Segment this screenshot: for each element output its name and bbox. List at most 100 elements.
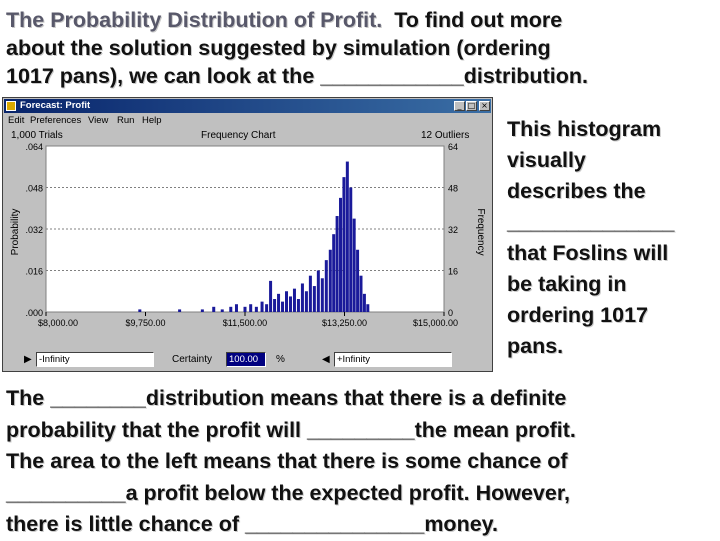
- histogram-bar: [243, 306, 247, 312]
- histogram-bar: [324, 260, 328, 312]
- histogram-bar: [234, 304, 238, 312]
- y-tick-label: .032: [25, 225, 43, 235]
- histogram-bar: [308, 275, 312, 312]
- intro-line-2: about the solution suggested by simulati…: [6, 36, 551, 60]
- intro-line-1-rest: To find out more: [382, 8, 563, 32]
- histogram-bar: [349, 187, 353, 312]
- x-tick-label: $11,500.00: [223, 318, 267, 328]
- histogram-bar: [292, 288, 296, 312]
- x-tick-label: $9,750.00: [125, 318, 165, 328]
- side-line: This histogram: [507, 117, 662, 141]
- bottom-line: __________a profit below the expected pr…: [6, 480, 570, 505]
- y2-tick-label: 0: [448, 308, 453, 318]
- histogram-bar: [356, 249, 360, 312]
- histogram-bar: [200, 309, 204, 312]
- histogram-bar: [285, 291, 289, 312]
- window-titlebar[interactable]: Forecast: Profit _ □ ×: [4, 99, 491, 113]
- close-button[interactable]: ×: [479, 101, 490, 111]
- bottom-line: The ________distribution means that ther…: [6, 386, 567, 410]
- y2-axis-ticks: 64 48 32 16 0: [448, 142, 458, 318]
- bottom-line: probability that the profit will _______…: [6, 417, 576, 442]
- y-axis-ticks: .064 .048 .032 .016 .000: [25, 142, 43, 318]
- histogram-bar: [277, 293, 281, 312]
- window-title: Forecast: Profit: [20, 100, 91, 111]
- side-line: visually: [507, 148, 586, 172]
- histogram-bar: [312, 286, 316, 312]
- certainty-bar: ▶ -Infinity Certainty 100.00 % ◀ +Infini…: [4, 350, 491, 371]
- menu-preferences[interactable]: Preferences: [30, 115, 82, 126]
- percent-label: %: [276, 354, 285, 365]
- side-line-blank: ______________: [507, 210, 675, 234]
- x-axis-ticks: $8,000.00 $9,750.00 $11,500.00 $13,250.00 $1…: [38, 312, 458, 328]
- x-tick-label: $15,000.00: [413, 318, 458, 328]
- minimize-button[interactable]: _: [454, 101, 465, 111]
- histogram-bar: [269, 280, 273, 312]
- slide-title: The Probability Distribution of Profit.: [6, 8, 383, 32]
- plot-area: [45, 145, 445, 313]
- side-line: that Foslins will: [507, 241, 669, 265]
- left-grabber-arrow-icon[interactable]: ▶: [24, 354, 32, 365]
- y2-tick-label: 32: [448, 225, 458, 235]
- menu-bar: Edit Preferences View Run Help: [4, 114, 491, 128]
- histogram-bar: [316, 270, 320, 312]
- bottom-line: there is little chance of ______________…: [6, 512, 498, 536]
- histogram-bar: [339, 197, 343, 312]
- menu-edit[interactable]: Edit: [8, 115, 25, 126]
- y-tick-label: .048: [25, 184, 43, 194]
- intro-paragraph: The Probability Distribution of Profit. …: [6, 6, 716, 90]
- histogram-bar: [304, 291, 308, 312]
- maximize-button[interactable]: □: [466, 101, 477, 111]
- forecast-window: Forecast: Profit _ □ × Edit Preferences …: [2, 97, 493, 372]
- histogram-bar: [328, 249, 332, 312]
- outliers-count: 12 Outliers: [421, 130, 470, 141]
- histogram-bar: [342, 177, 346, 312]
- y-tick-label: .016: [25, 267, 43, 277]
- bars-group: [138, 161, 370, 312]
- chart-name: Frequency Chart: [201, 130, 276, 141]
- histogram-bar: [335, 216, 339, 312]
- side-paragraph: This histogram visually describes the __…: [507, 114, 717, 362]
- menu-view[interactable]: View: [88, 115, 109, 126]
- trials-count: 1,000 Trials: [11, 130, 63, 141]
- y2-tick-label: 48: [448, 184, 458, 194]
- intro-line-1: The Probability Distribution of Profit. …: [6, 6, 716, 34]
- histogram-bar: [249, 304, 253, 312]
- right-grabber-arrow-icon[interactable]: ◀: [322, 354, 330, 365]
- histogram-bar: [281, 301, 285, 312]
- histogram-bar: [138, 309, 142, 312]
- histogram-bar: [300, 283, 304, 312]
- y2-tick-label: 16: [448, 267, 458, 277]
- histogram-bar: [254, 306, 258, 312]
- certainty-input[interactable]: 100.00: [226, 352, 266, 367]
- y-tick-label: .064: [25, 142, 43, 152]
- histogram-bar: [178, 309, 182, 312]
- side-line: ordering 1017: [507, 303, 648, 327]
- menu-run[interactable]: Run: [117, 115, 135, 126]
- side-line: describes the: [507, 179, 646, 203]
- histogram-bar: [220, 309, 224, 312]
- x-tick-label: $8,000.00: [38, 318, 78, 328]
- bottom-paragraph: The ________distribution means that ther…: [6, 383, 718, 541]
- x-tick-label: $13,250.00: [322, 318, 367, 328]
- histogram-bar: [229, 306, 233, 312]
- histogram-bar: [273, 299, 277, 312]
- right-bound-input[interactable]: +Infinity: [334, 352, 452, 367]
- histogram-bar: [359, 275, 363, 312]
- histogram-bar: [320, 278, 324, 312]
- histogram-bar: [265, 304, 269, 312]
- side-line: be taking in: [507, 272, 627, 296]
- side-line: pans.: [507, 334, 564, 358]
- menu-help[interactable]: Help: [142, 115, 162, 126]
- histogram-bar: [352, 218, 356, 312]
- intro-line-3: 1017 pans), we can look at the _________…: [6, 64, 588, 88]
- y2-axis-label: Frequency: [475, 208, 486, 255]
- app-icon: [6, 101, 16, 111]
- certainty-label: Certainty: [172, 354, 213, 365]
- histogram-bar: [260, 301, 264, 312]
- histogram-chart: .064 .048 .032 .016 .000 64 48 32 16 0 $8,000.00…: [4, 142, 491, 350]
- y-tick-label: .000: [25, 308, 43, 318]
- left-bound-input[interactable]: -Infinity: [36, 352, 154, 367]
- histogram-bar: [296, 299, 300, 312]
- histogram-bar: [366, 304, 370, 312]
- histogram-bar: [345, 161, 349, 312]
